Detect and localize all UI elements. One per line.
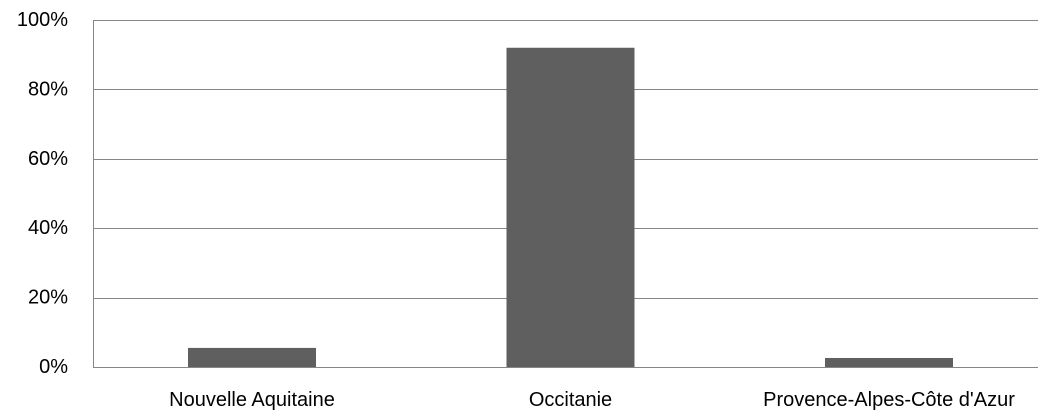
bar-nouvelle-aquitaine (188, 347, 316, 367)
y-tick-label: 60% (28, 148, 68, 170)
x-tick-label: Nouvelle Aquitaine (169, 389, 335, 411)
y-tick-label: 0% (39, 356, 68, 378)
y-tick-label: 100% (17, 9, 68, 31)
bars (188, 47, 953, 367)
y-tick-label: 40% (28, 217, 68, 239)
x-tick-label: Provence-Alpes-Côte d'Azur (763, 389, 1015, 411)
bar-provence-alpes-c-te-d-azur (825, 357, 953, 367)
y-tick-label: 20% (28, 287, 68, 309)
x-tick-label: Occitanie (529, 389, 612, 411)
y-tick-label: 80% (28, 78, 68, 100)
x-axis-ticks: Nouvelle Aquitaine Occitanie Provence-Alpe… (169, 389, 1015, 411)
bar-occitanie (506, 47, 635, 367)
y-axis-ticks: 0% 20% 40% 60% 80% 100% (17, 9, 68, 378)
